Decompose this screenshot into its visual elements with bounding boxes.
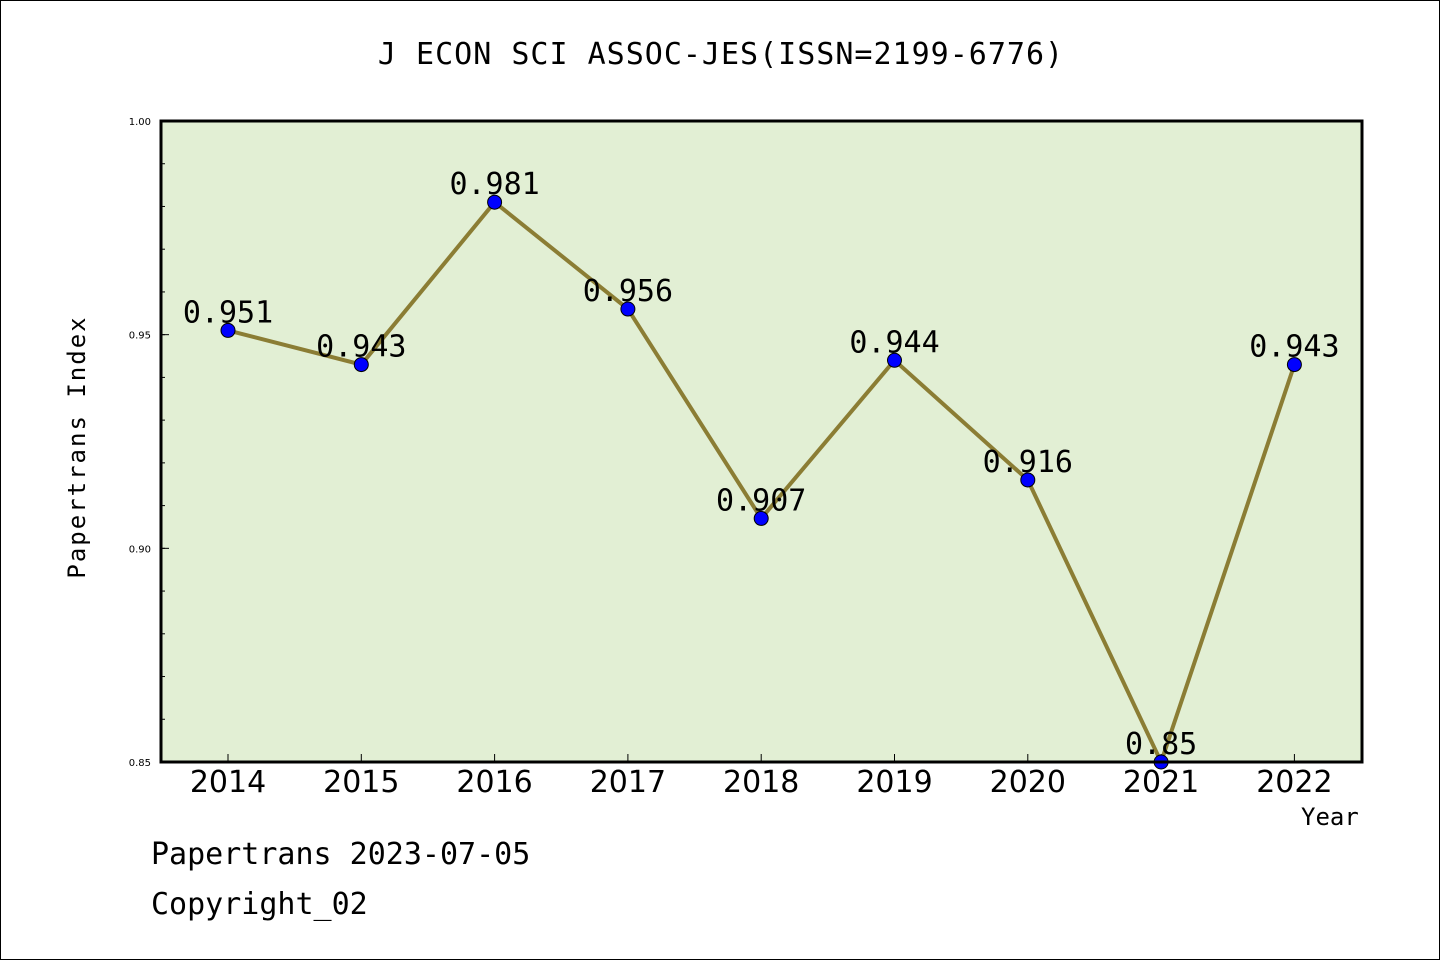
data-label: 0.85 [1125,727,1197,762]
chart-title: J ECON SCI ASSOC-JES(ISSN=2199-6776) [377,37,1065,72]
data-label: 0.943 [1249,330,1339,365]
x-axis-label: Year [1301,803,1359,831]
plot-background [161,121,1362,762]
data-label: 0.951 [183,295,273,330]
data-point [220,322,236,338]
footer-copyright: Copyright_02 [151,887,368,922]
x-tick-label: 2016 [456,765,532,800]
y-tick-label: 0.95 [129,331,151,342]
x-tick-label: 2018 [723,765,799,800]
x-tick-label: 2017 [590,765,666,800]
data-labels: 0.951 0.943 0.981 0.956 0.907 0.944 0.916 0.85 0… [183,167,1340,762]
data-label: 0.943 [316,330,406,365]
plot-border [159,119,1364,764]
x-tick-label: 2015 [323,765,399,800]
data-label: 0.944 [849,325,939,360]
footer-date: Papertrans 2023-07-05 [151,837,531,872]
data-point [353,357,369,373]
data-label: 0.907 [716,483,806,518]
data-markers [220,194,1302,770]
x-axis-ticks: 2014 2015 2016 2017 2018 2019 2020 2021 2022 [190,754,1333,800]
data-point [1286,357,1302,373]
y-axis-label: Papertrans Index [63,315,91,579]
data-point [1020,472,1036,488]
x-tick-label: 2020 [990,765,1066,800]
data-point [620,301,636,317]
data-label: 0.981 [449,167,539,202]
data-label: 0.956 [583,274,673,309]
data-point [487,194,503,210]
x-tick-label: 2021 [1123,765,1199,800]
y-tick-label: 0.85 [129,758,151,769]
x-tick-label: 2019 [856,765,932,800]
data-point [887,352,902,368]
data-label: 0.916 [983,445,1073,480]
x-tick-label: 2014 [190,765,266,800]
data-point [753,510,769,526]
y-tick-label: 1.00 [129,117,151,128]
y-tick-label: 0.90 [129,544,151,555]
x-tick-label: 2022 [1256,765,1332,800]
